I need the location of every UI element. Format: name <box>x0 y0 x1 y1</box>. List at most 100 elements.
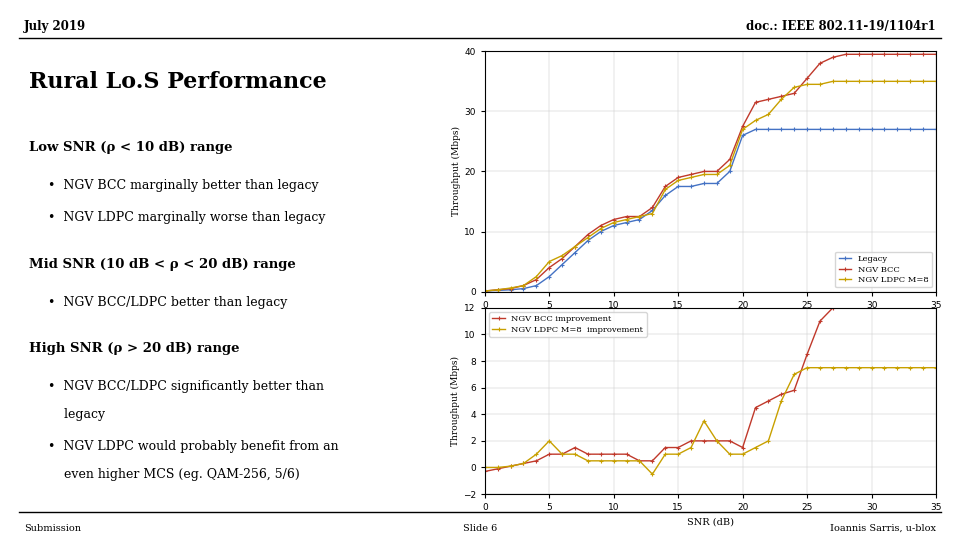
Text: •  NGV BCC/LDPC significantly better than: • NGV BCC/LDPC significantly better than <box>48 380 324 393</box>
NGV BCC <box>698 168 709 175</box>
Legacy <box>531 282 542 289</box>
NGV LDPC M=8 <box>634 213 645 220</box>
NGV BCC <box>750 99 761 106</box>
NGV BCC improvement <box>531 457 542 464</box>
NGV BCC <box>828 54 839 60</box>
NGV BCC <box>930 51 942 58</box>
NGV BCC <box>918 51 929 58</box>
Legacy <box>621 219 633 226</box>
NGV LDPC M=8  improvement <box>505 463 516 469</box>
Legend: Legacy, NGV BCC, NGV LDPC M=8: Legacy, NGV BCC, NGV LDPC M=8 <box>835 252 932 287</box>
NGV LDPC M=8 <box>814 81 826 87</box>
NGV LDPC M=8 <box>582 234 593 241</box>
NGV LDPC M=8  improvement <box>582 457 593 464</box>
NGV LDPC M=8  improvement <box>840 364 852 371</box>
Legacy <box>750 126 761 133</box>
NGV LDPC M=8 <box>595 225 607 232</box>
Y-axis label: Throughput (Mbps): Throughput (Mbps) <box>452 126 462 217</box>
Text: •  NGV BCC/LDPC better than legacy: • NGV BCC/LDPC better than legacy <box>48 295 287 308</box>
Line: NGV BCC: NGV BCC <box>482 52 939 293</box>
Y-axis label: Throughput (Mbps): Throughput (Mbps) <box>451 356 460 446</box>
NGV BCC improvement <box>479 468 491 475</box>
NGV LDPC M=8  improvement <box>802 364 813 371</box>
NGV BCC improvement <box>852 298 864 305</box>
NGV BCC <box>814 60 826 66</box>
NGV LDPC M=8 <box>660 186 671 193</box>
NGV BCC improvement <box>492 465 503 472</box>
Legacy <box>557 261 568 268</box>
Text: Slide 6: Slide 6 <box>463 524 497 533</box>
NGV BCC improvement <box>608 451 619 457</box>
Line: NGV BCC improvement: NGV BCC improvement <box>482 299 939 474</box>
NGV BCC <box>647 204 659 211</box>
NGV LDPC M=8 <box>685 174 697 181</box>
NGV BCC <box>724 156 735 163</box>
NGV LDPC M=8 <box>569 244 581 250</box>
NGV LDPC M=8  improvement <box>918 364 929 371</box>
Legacy <box>582 237 593 244</box>
NGV BCC improvement <box>647 457 659 464</box>
NGV BCC improvement <box>814 318 826 325</box>
Legacy <box>711 180 723 187</box>
NGV LDPC M=8 <box>543 258 555 265</box>
Legacy <box>505 287 516 293</box>
NGV LDPC M=8  improvement <box>517 460 529 467</box>
NGV LDPC M=8  improvement <box>672 451 684 457</box>
NGV BCC <box>543 264 555 271</box>
NGV LDPC M=8  improvement <box>788 371 800 377</box>
Legacy <box>660 192 671 199</box>
NGV BCC improvement <box>660 444 671 451</box>
NGV LDPC M=8 <box>776 96 787 103</box>
NGV LDPC M=8 <box>492 287 503 293</box>
NGV LDPC M=8 <box>531 273 542 280</box>
NGV LDPC M=8 <box>866 78 877 85</box>
Text: Submission: Submission <box>24 524 81 533</box>
NGV LDPC M=8  improvement <box>750 444 761 451</box>
Legacy <box>918 126 929 133</box>
NGV BCC improvement <box>685 437 697 444</box>
NGV LDPC M=8 <box>852 78 864 85</box>
NGV BCC <box>621 213 633 220</box>
NGV LDPC M=8 <box>737 126 749 133</box>
Legacy <box>814 126 826 133</box>
NGV BCC improvement <box>711 437 723 444</box>
Text: •  NGV LDPC marginally worse than legacy: • NGV LDPC marginally worse than legacy <box>48 212 325 225</box>
NGV LDPC M=8  improvement <box>878 364 890 371</box>
Text: Ioannis Sarris, u-blox: Ioannis Sarris, u-blox <box>830 524 936 533</box>
Text: doc.: IEEE 802.11-19/1104r1: doc.: IEEE 802.11-19/1104r1 <box>746 20 936 33</box>
Legacy <box>840 126 852 133</box>
NGV LDPC M=8  improvement <box>828 364 839 371</box>
NGV BCC improvement <box>918 298 929 305</box>
NGV LDPC M=8  improvement <box>776 397 787 404</box>
NGV BCC improvement <box>634 457 645 464</box>
X-axis label: SNR (dB): SNR (dB) <box>687 518 733 526</box>
Legacy <box>892 126 903 133</box>
NGV LDPC M=8 <box>878 78 890 85</box>
Legacy <box>737 132 749 139</box>
NGV LDPC M=8  improvement <box>852 364 864 371</box>
NGV BCC <box>866 51 877 58</box>
NGV LDPC M=8 <box>647 210 659 217</box>
Line: NGV LDPC M=8: NGV LDPC M=8 <box>482 79 939 293</box>
NGV BCC improvement <box>737 444 749 451</box>
NGV LDPC M=8  improvement <box>557 451 568 457</box>
NGV LDPC M=8 <box>724 162 735 168</box>
NGV BCC <box>634 213 645 220</box>
Text: •  NGV BCC marginally better than legacy: • NGV BCC marginally better than legacy <box>48 179 319 192</box>
NGV BCC <box>892 51 903 58</box>
Legacy <box>492 287 503 294</box>
NGV LDPC M=8  improvement <box>698 417 709 424</box>
NGV BCC improvement <box>543 451 555 457</box>
NGV LDPC M=8  improvement <box>904 364 916 371</box>
NGV LDPC M=8  improvement <box>531 451 542 457</box>
NGV BCC <box>660 183 671 190</box>
NGV LDPC M=8 <box>828 78 839 85</box>
NGV LDPC M=8  improvement <box>930 364 942 371</box>
NGV BCC improvement <box>840 298 852 305</box>
NGV BCC <box>672 174 684 181</box>
NGV BCC <box>788 90 800 97</box>
NGV LDPC M=8  improvement <box>685 444 697 451</box>
NGV BCC improvement <box>762 397 774 404</box>
NGV BCC <box>878 51 890 58</box>
Legacy <box>724 168 735 175</box>
